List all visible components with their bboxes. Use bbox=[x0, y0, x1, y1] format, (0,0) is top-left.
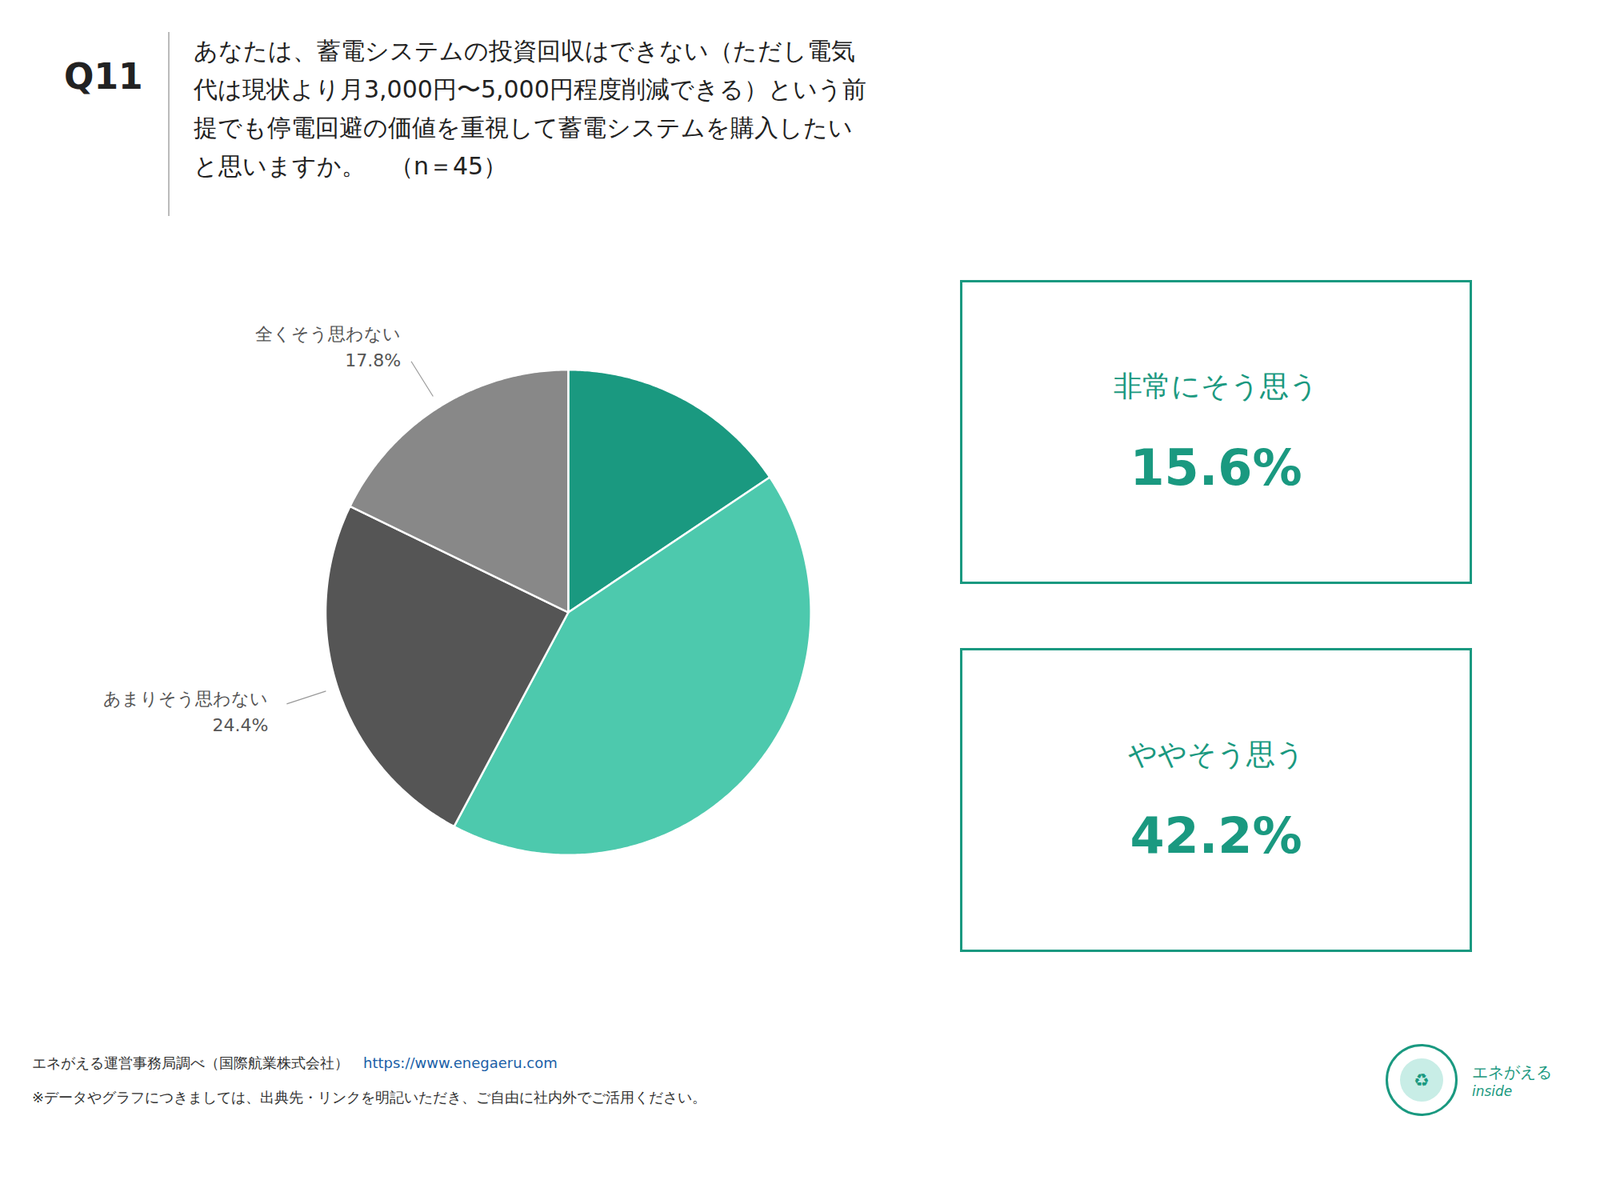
html-text:42.2%: 42.2% bbox=[1130, 806, 1302, 865]
svg-text:あまりそう思わない24.4%: あまりそう思わない24.4% bbox=[103, 688, 268, 736]
html-text:15.6%: 15.6% bbox=[1130, 438, 1302, 497]
html-text:あなたは、蓄電システムの投資回収はできない（ただし電気 代は: あなたは、蓄電システムの投資回収はできない（ただし電気 代は現状より月3,000… bbox=[193, 36, 867, 180]
html-text:※データやグラフにつきましては、出典先・リンクを明記いただき: ※データやグラフにつきましては、出典先・リンクを明記いただき、ご自由に社内外でご… bbox=[32, 1088, 707, 1106]
html-text:inside: inside bbox=[1472, 1082, 1513, 1099]
html-text:Q11: Q11 bbox=[64, 56, 143, 97]
svg-text:全くそう思わない17.8%: 全くそう思わない17.8% bbox=[255, 324, 401, 371]
html-text:ややそう思う: ややそう思う bbox=[1127, 737, 1305, 771]
html-text:非常にそう思う: 非常にそう思う bbox=[1113, 369, 1319, 403]
html-text:エネがえる運営事務局調べ（国際航業株式会社）https://: エネがえる運営事務局調べ（国際航業株式会社）https://www.enegae… bbox=[32, 1054, 558, 1072]
html-text:エネがえる: エネがえる bbox=[1472, 1062, 1552, 1082]
